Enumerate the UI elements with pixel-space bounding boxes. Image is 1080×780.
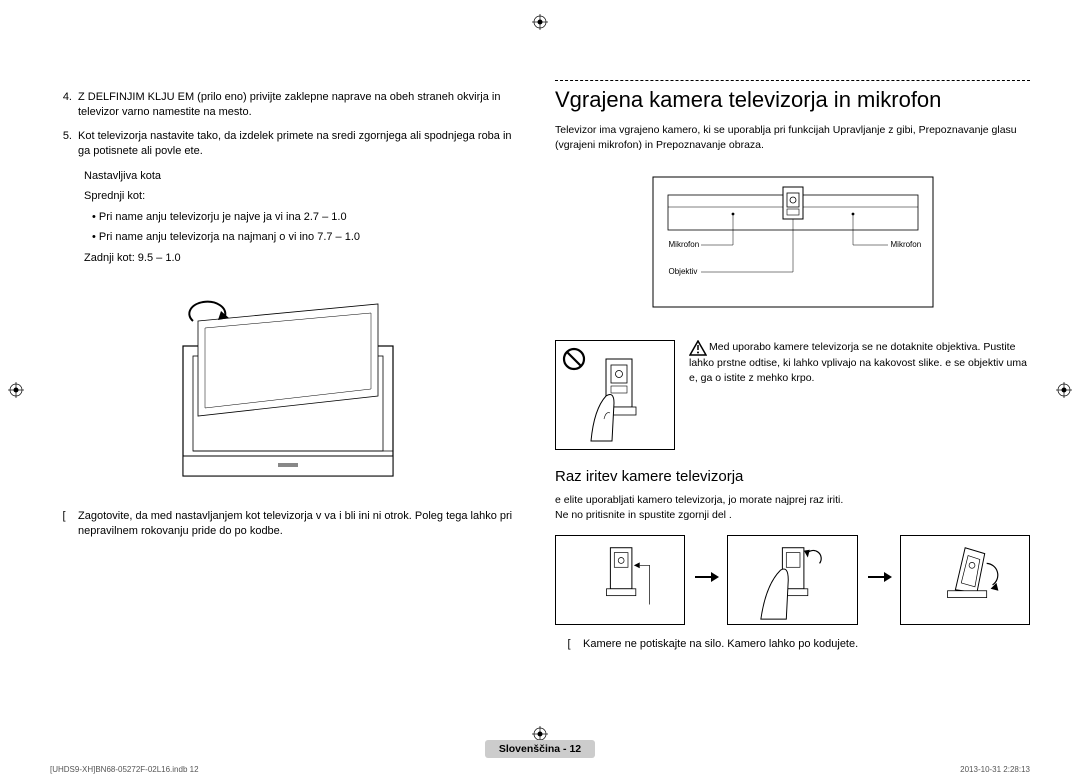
do-not-touch-figure [555,340,675,450]
note-symbol: [ [50,509,78,540]
page: 4. Z DELFINJIM KLJU EM (prilo eno) privi… [50,40,1030,690]
item-number: 5. [50,129,78,160]
tv-tilt-figure [163,286,413,489]
label-mikrofon: Mikrofon [669,240,700,249]
step-figure-3 [900,535,1030,625]
crop-mark-icon [1056,382,1072,398]
label-mikrofon: Mikrofon [891,240,922,249]
warning-text-block: Med uporabo kamere televizorja se ne dot… [689,340,1030,385]
paragraph-line: e elite uporabljati kamero televizorja, … [555,494,843,506]
item-text: Z DELFINJIM KLJU EM (prilo eno) privijte… [78,90,525,121]
warning-row: Med uporabo kamere televizorja se ne dot… [555,340,1030,450]
timestamp: 2013-10-31 2:28:13 [960,765,1030,774]
item-number: 4. [50,90,78,121]
note-text: Kamere ne potiskajte na silo. Kamero lah… [583,637,1030,652]
section-divider [555,80,1030,81]
paragraph-line: Ne no pritisnite in spustite zgornji del… [555,509,732,521]
caution-note: [ Zagotovite, da med nastavljanjem kot t… [50,509,525,540]
step-figure-1 [555,535,685,625]
subline: Zadnji kot: 9.5 – 1.0 [84,250,525,267]
caution-note: [ Kamere ne potiskajte na silo. Kamero l… [555,637,1030,652]
step-figure-2 [727,535,857,625]
page-footer: Slovenščina - 12 [0,740,1080,758]
crop-mark-icon [8,382,24,398]
paragraph: Televizor ima vgrajeno kamero, ki se upo… [555,123,1030,152]
bullet: Pri name anju televizorja na najmanj o v… [84,229,525,246]
section-title: Vgrajena kamera televizorja in mikrofon [555,87,1030,113]
right-column: Vgrajena kamera televizorja in mikrofon … [555,40,1030,690]
warning-triangle-icon [689,340,707,356]
camera-diagram: Mikrofon Mikrofon Objektiv [643,167,943,320]
label-objektiv: Objektiv [669,267,698,276]
list-item-5: 5. Kot televizorja nastavite tako, da iz… [50,129,525,160]
bullet: Pri name anju televizorju je najve ja vi… [84,209,525,226]
arrow-icon [866,568,892,591]
note-text: Zagotovite, da med nastavljanjem kot tel… [78,509,525,540]
list-item-4: 4. Z DELFINJIM KLJU EM (prilo eno) privi… [50,90,525,121]
note-symbol: [ [555,637,583,652]
item-text: Kot televizorja nastavite tako, da izdel… [78,129,525,160]
step-figures-row [555,535,1030,625]
subline: Nastavljiva kota [84,168,525,185]
paragraph: e elite uporabljati kamero televizorja, … [555,493,1030,522]
file-name: [UHDS9-XH]BN68-05272F-02L16.indb 12 [50,765,199,774]
crop-mark-icon [532,14,548,30]
language-page-badge: Slovenščina - 12 [485,740,595,758]
warning-text: Med uporabo kamere televizorja se ne dot… [689,341,1027,384]
left-column: 4. Z DELFINJIM KLJU EM (prilo eno) privi… [50,40,525,690]
arrow-icon [693,568,719,591]
subsection-title: Raz iritev kamere televizorja [555,468,1030,485]
print-footline: [UHDS9-XH]BN68-05272F-02L16.indb 12 2013… [50,765,1030,774]
subline: Sprednji kot: [84,188,525,205]
